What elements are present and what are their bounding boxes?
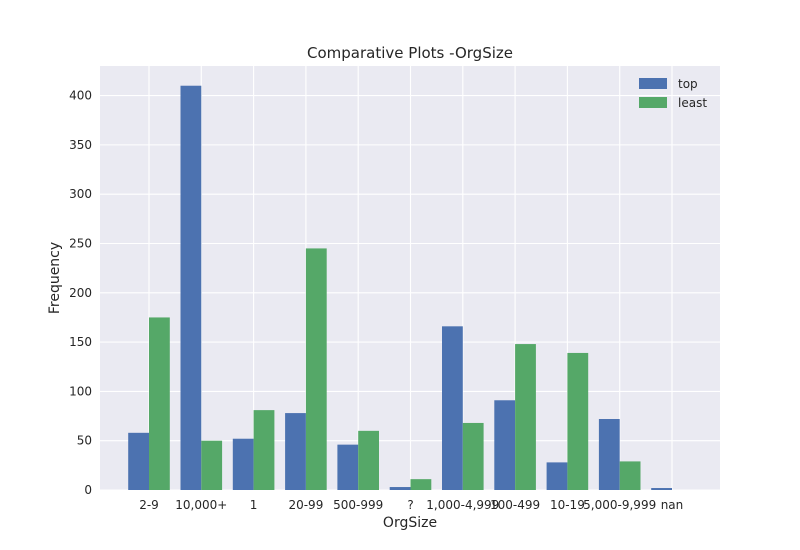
bar-top xyxy=(180,85,202,490)
y-tick-label: 150 xyxy=(69,335,92,349)
bar-least xyxy=(305,248,327,490)
bar-top xyxy=(337,444,359,490)
legend: top least xyxy=(639,77,707,110)
legend-label-least: least xyxy=(678,96,707,110)
bar-top xyxy=(232,438,254,490)
y-tick-label: 50 xyxy=(77,434,92,448)
chart-title: Comparative Plots -OrgSize xyxy=(307,44,513,62)
x-tick-label: nan xyxy=(661,498,684,512)
bar-top xyxy=(651,488,672,490)
legend-swatch-top xyxy=(639,78,667,89)
bar-top xyxy=(598,419,620,490)
y-tick-labels: 0 50 100 150 200 250 300 350 400 xyxy=(69,89,92,497)
x-tick-label: 1,000-4,999 xyxy=(426,498,499,512)
x-tick-label: 500-999 xyxy=(333,498,383,512)
bar-least xyxy=(410,479,432,490)
bar-least xyxy=(567,352,589,490)
bar-least xyxy=(358,430,379,490)
x-tick-label: 5,000-9,999 xyxy=(583,498,656,512)
y-tick-label: 400 xyxy=(69,89,92,103)
bar-least xyxy=(149,317,170,490)
x-tick-labels: 2-9 10,000+ 1 20-99 500-999? 1,000-4,999100-4… xyxy=(139,498,683,512)
bar-top xyxy=(546,462,568,490)
bar-top xyxy=(442,326,463,490)
bar-least xyxy=(619,461,641,490)
bar-least xyxy=(253,410,275,490)
bar-least xyxy=(462,422,484,490)
x-tick-label: ? xyxy=(407,498,413,512)
bar-top xyxy=(494,400,516,490)
x-tick-label: 20-99 xyxy=(288,498,323,512)
x-tick-label: 1 xyxy=(250,498,258,512)
x-tick-label: 100-499 xyxy=(490,498,540,512)
bar-least xyxy=(515,344,536,490)
y-tick-label: 0 xyxy=(84,483,92,497)
bar-top xyxy=(285,413,306,490)
x-tick-label: 10,000+ xyxy=(175,498,227,512)
y-tick-label: 100 xyxy=(69,384,92,398)
y-tick-label: 250 xyxy=(69,236,92,250)
x-tick-label: 10-19 xyxy=(550,498,585,512)
bar-top xyxy=(389,487,411,490)
x-tick-label: 2-9 xyxy=(139,498,159,512)
bar-least xyxy=(201,440,223,490)
y-tick-label: 200 xyxy=(69,286,92,300)
legend-label-top: top xyxy=(678,77,698,91)
y-tick-label: 300 xyxy=(69,187,92,201)
bars xyxy=(128,85,672,490)
y-tick-label: 350 xyxy=(69,138,92,152)
bar-top xyxy=(128,432,149,490)
legend-swatch-least xyxy=(639,97,667,108)
y-axis-label: Frequency xyxy=(47,242,63,314)
x-axis-label: OrgSize xyxy=(383,515,437,531)
